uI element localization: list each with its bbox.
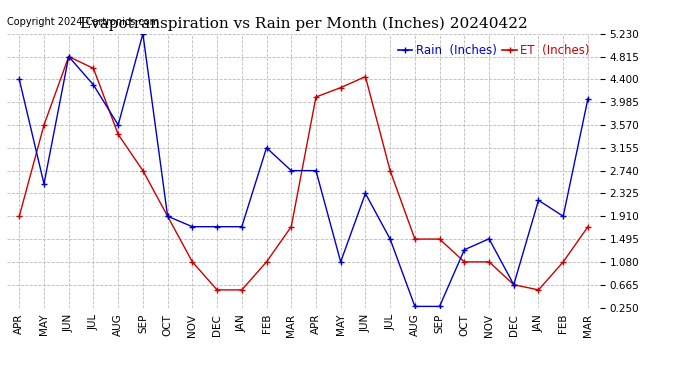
- Title: Evapotranspiration vs Rain per Month (Inches) 20240422: Evapotranspiration vs Rain per Month (In…: [80, 17, 527, 31]
- Text: Copyright 2024 Cartronics.com: Copyright 2024 Cartronics.com: [7, 17, 159, 27]
- Legend: Rain  (Inches), ET  (Inches): Rain (Inches), ET (Inches): [393, 40, 594, 62]
